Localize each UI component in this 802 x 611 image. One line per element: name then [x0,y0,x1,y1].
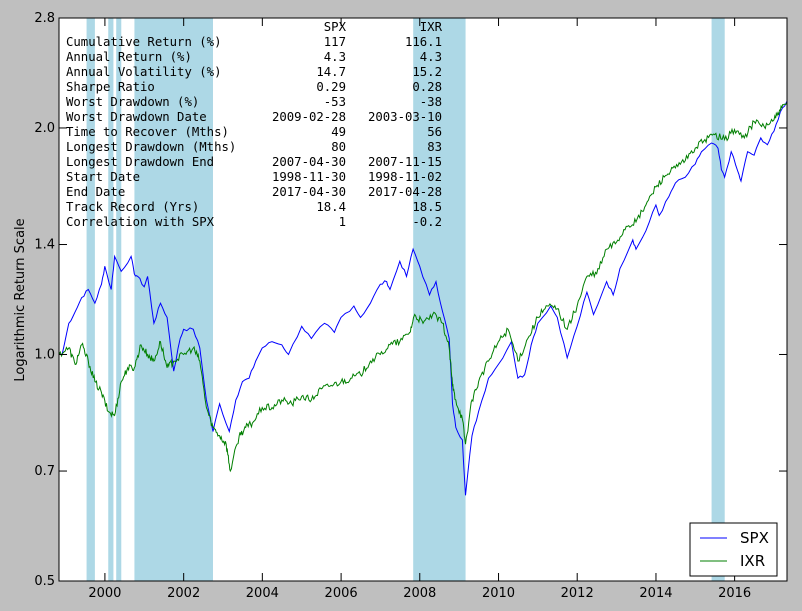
stats-column-header: SPX [324,20,347,34]
x-tick-label: 2016 [718,586,751,601]
x-tick-label: 2002 [167,586,200,601]
stats-cell: 116.1 [405,35,442,49]
stats-column-header: IXR [420,20,443,34]
stats-cell: 4.3 [324,50,346,64]
y-tick-label: 1.4 [34,238,55,253]
stats-row-label: End Date [66,185,125,199]
stats-cell: 2003-03-10 [368,110,442,124]
legend: SPX IXR [689,522,778,577]
y-tick-label: 2.0 [34,121,55,136]
x-tick-label: 2000 [88,586,121,601]
stats-cell: 2017-04-28 [368,185,442,199]
drawdown-period [116,18,122,581]
stats-cell: 0.29 [316,80,346,94]
stats-row-label: Sharpe Ratio [66,80,155,94]
stats-row-label: Annual Volatility (%) [66,65,221,79]
y-tick-label: 1.0 [34,347,55,362]
stats-row-label: Annual Return (%) [66,50,192,64]
stats-row-label: Worst Drawdown Date [66,110,207,124]
drawdown-period [108,18,114,581]
stats-cell: 2017-04-30 [272,185,346,199]
drawdown-period [711,18,725,581]
series-line-ixr [58,102,788,473]
stats-cell: 83 [427,140,442,154]
x-tick-label: 2010 [482,586,515,601]
stats-row-label: Correlation with SPX [66,215,215,229]
x-tick-label: 2004 [246,586,279,601]
stats-row-label: Longest Drawdown (Mths) [66,140,236,154]
stats-cell: 49 [331,125,346,139]
x-tick-label: 2008 [403,586,436,601]
stats-cell: 0.28 [412,80,442,94]
plot-frame [58,17,788,582]
stats-cell: 18.4 [316,200,346,214]
stats-cell: 2009-02-28 [272,110,346,124]
stats-cell: 117 [324,35,346,49]
stats-cell: 14.7 [316,65,346,79]
stats-cell: 2007-11-15 [368,155,442,169]
stats-row-label: Time to Recover (Mths) [66,125,229,139]
stats-cell: 18.5 [412,200,442,214]
series-line-spx [61,101,788,496]
stats-row-label: Cumulative Return (%) [66,35,221,49]
stats-cell: 15.2 [412,65,442,79]
stats-cell: 80 [331,140,346,154]
stats-cell: 1998-11-30 [272,170,346,184]
legend-entry: IXR [740,552,765,570]
stats-cell: 1 [339,215,346,229]
stats-cell: 2007-04-30 [272,155,346,169]
stats-cell: 4.3 [420,50,442,64]
drawdown-period [134,18,213,581]
stats-cell: 1998-11-02 [368,170,442,184]
y-axis-label: Logarithmic Return Scale [13,218,28,381]
stats-row-label: Longest Drawdown End [66,155,214,169]
y-tick-label: 0.7 [34,464,55,479]
stats-cell: -38 [420,95,442,109]
drawdown-period [86,18,95,581]
stats-table: SPX IXR Cumulative Return (%) 117 116.1 Annua… [66,20,443,229]
y-tick-label: 2.8 [34,11,55,26]
legend-entry: SPX [740,529,769,547]
x-tick-label: 2006 [325,586,358,601]
x-axis: 2000 2002 2004 2006 2008 2010 2012 2014 2016 [88,18,751,601]
stats-cell: -53 [324,95,346,109]
y-tick-label: 0.5 [34,574,55,589]
stats-cell: -0.2 [412,215,442,229]
legend-box [689,522,778,577]
stats-row-label: Track Record (Yrs) [66,200,199,214]
series-layer [58,101,788,496]
y-axis: 0.5 0.7 1.0 1.4 2.0 2.8 [34,11,787,589]
stats-cell: 56 [427,125,442,139]
stats-row-label: Start Date [66,170,140,184]
x-tick-label: 2014 [639,586,672,601]
x-tick-label: 2012 [561,586,594,601]
stats-row-label: Worst Drawdown (%) [66,95,199,109]
